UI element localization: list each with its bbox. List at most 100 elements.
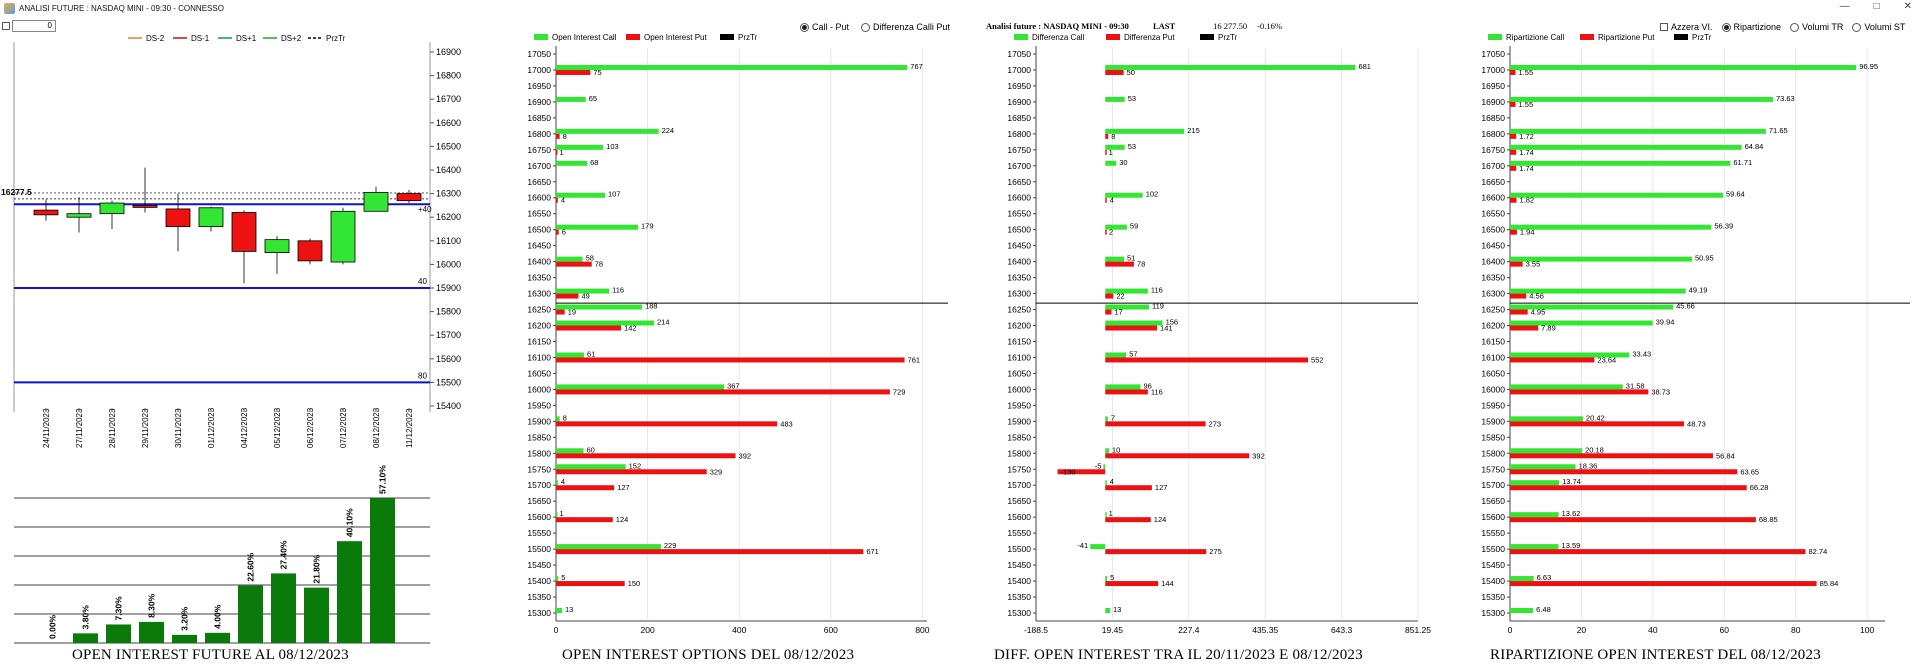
hbar-category-label: 15650 bbox=[1007, 496, 1031, 506]
hbar-call bbox=[556, 544, 661, 550]
hbar-legend-pzt-label: PrzTr bbox=[1692, 33, 1712, 42]
hbar-category-label: 17000 bbox=[527, 65, 551, 75]
hbar-put-value: 144 bbox=[1161, 579, 1174, 588]
hbar-category-label: 16900 bbox=[1007, 97, 1031, 107]
hbar-call-value: 102 bbox=[1146, 190, 1159, 199]
radio-differenza[interactable]: Differenza Calli Put bbox=[861, 22, 950, 32]
oi-future-bar-label: 22.60% bbox=[246, 552, 256, 581]
level-label: +40 bbox=[418, 205, 432, 214]
hbar-put bbox=[1105, 357, 1309, 363]
candle-date-label: 11/12/2023 bbox=[405, 408, 414, 448]
hbar-put-value: 1.94 bbox=[1520, 228, 1535, 237]
hbar-call-value: 65 bbox=[589, 94, 597, 103]
hbar-call bbox=[1105, 144, 1125, 150]
close-icon[interactable]: ✕ bbox=[1903, 1, 1912, 12]
candle-body bbox=[396, 193, 422, 202]
hbar-put-value: 66.28 bbox=[1750, 483, 1769, 492]
hbar-call-value: 215 bbox=[1187, 126, 1200, 135]
checkbox-azzera[interactable]: Azzera VI. bbox=[1660, 22, 1713, 32]
oi-future-bar bbox=[271, 573, 296, 643]
hbar-legend-put-label: Open Interest Put bbox=[644, 33, 707, 42]
hbar-put bbox=[1105, 229, 1107, 235]
hbar-put-value: 75 bbox=[593, 68, 601, 77]
hbar-call bbox=[1105, 320, 1163, 326]
hbar-category-label: 16550 bbox=[1481, 209, 1505, 219]
candle-date-label: 08/12/2023 bbox=[372, 407, 381, 448]
toggle-checkbox[interactable] bbox=[2, 22, 10, 30]
hbar-category-label: 16500 bbox=[1007, 225, 1031, 235]
hbar-category-label: 15650 bbox=[527, 496, 551, 506]
panel2-title: OPEN INTEREST OPTIONS DEL 08/12/2023 bbox=[562, 647, 855, 663]
candle-date-label: 28/11/2023 bbox=[108, 408, 117, 448]
offset-input[interactable]: 0 bbox=[12, 20, 56, 32]
hbar-put bbox=[1105, 517, 1151, 523]
hbar-call-value: 188 bbox=[645, 302, 658, 311]
hbar-category-label: 15700 bbox=[527, 480, 551, 490]
hbar-call bbox=[1105, 384, 1141, 390]
hbar-put-value: 48.73 bbox=[1687, 419, 1706, 428]
hbar-put-value: 49 bbox=[581, 292, 589, 301]
radio-dot-icon bbox=[1852, 22, 1862, 32]
hbar-put bbox=[1105, 309, 1112, 315]
hbar-legend-call-swatch bbox=[534, 34, 548, 40]
hbar-put-value: 1 bbox=[1109, 148, 1113, 157]
oi-future-bar bbox=[73, 633, 98, 643]
minimize-icon[interactable]: — bbox=[1839, 1, 1850, 12]
hbar-category-label: 15400 bbox=[1007, 576, 1031, 586]
hbar-call bbox=[1105, 304, 1149, 310]
panel3-title: DIFF. OPEN INTEREST TRA IL 20/11/2023 E … bbox=[994, 647, 1363, 663]
candle-body bbox=[297, 240, 323, 262]
hbar-category-label: 17000 bbox=[1007, 65, 1031, 75]
maximize-icon[interactable]: □ bbox=[1873, 1, 1880, 12]
candle-legend-1-label: DS-1 bbox=[191, 34, 210, 43]
hbar-call-value: 7 bbox=[1111, 413, 1115, 422]
hbar-xtick-label: 80 bbox=[1791, 625, 1801, 635]
hbar-put-value: 4 bbox=[1110, 196, 1114, 205]
hbar-category-label: 16200 bbox=[527, 321, 551, 331]
hbar-call-value: 58 bbox=[586, 254, 594, 263]
hbar-put-value: 2 bbox=[1109, 228, 1113, 237]
hbar-call bbox=[1105, 416, 1108, 422]
hbar-legend-call-label: Ripartizione Call bbox=[1506, 33, 1564, 42]
candle-date-label: 29/11/2023 bbox=[141, 408, 150, 448]
hbar-put bbox=[1105, 485, 1152, 491]
hbar-call bbox=[1510, 384, 1623, 390]
hbar-put bbox=[1105, 325, 1158, 331]
hbar-category-label: 15350 bbox=[1481, 592, 1505, 602]
panel4-title: RIPARTIZIONE OPEN INTEREST DEL 08/12/202… bbox=[1490, 647, 1821, 663]
candle-date-label: 04/12/2023 bbox=[240, 407, 249, 448]
hbar-category-label: 16550 bbox=[1007, 209, 1031, 219]
hbar-call-value: 60 bbox=[586, 445, 594, 454]
hbar-category-label: 16600 bbox=[1481, 193, 1505, 203]
hbar-call-value: 30 bbox=[1119, 158, 1127, 167]
hbar-call bbox=[1105, 64, 1356, 70]
candle-ytick-label: 16700 bbox=[436, 94, 461, 104]
hbar-call-value: 64.84 bbox=[1745, 142, 1764, 151]
level-label: 40 bbox=[418, 277, 427, 286]
radio-volumi-st[interactable]: Volumi ST bbox=[1852, 22, 1905, 32]
radio-call-put[interactable]: Call - Put bbox=[800, 22, 849, 32]
hbar-category-label: 16950 bbox=[527, 81, 551, 91]
hbar-legend-pzt-label: PrzTr bbox=[1218, 33, 1238, 42]
radio-volumi-tr[interactable]: Volumi TR bbox=[1790, 22, 1843, 32]
hbar-call bbox=[556, 512, 558, 518]
candle-ytick-label: 16900 bbox=[436, 47, 461, 57]
hbar-call-value: 49.19 bbox=[1689, 286, 1708, 295]
hbar-put-value: 78 bbox=[1137, 260, 1145, 269]
hbar-put-value: 1.74 bbox=[1519, 148, 1534, 157]
hbar-category-label: 16350 bbox=[1007, 273, 1031, 283]
radio-ripartizione[interactable]: Ripartizione bbox=[1721, 22, 1781, 32]
hbar-put bbox=[1510, 325, 1539, 331]
hbar-category-label: 15450 bbox=[1481, 560, 1505, 570]
oi-future-bar-label: 21.80% bbox=[312, 554, 322, 583]
hbar-call-value: 5 bbox=[561, 573, 565, 582]
hbar-call bbox=[556, 256, 583, 262]
hbar-put bbox=[556, 69, 591, 75]
hbar-category-label: 16000 bbox=[1007, 384, 1031, 394]
hbar-call-value: 68 bbox=[590, 158, 598, 167]
price-label: 16277.5 bbox=[1, 187, 32, 197]
oi-future-bar-label: 8.30% bbox=[147, 593, 157, 618]
hbar-call-value: 45.66 bbox=[1676, 302, 1695, 311]
hbar-call-value: 179 bbox=[641, 222, 654, 231]
hbar-category-label: 16250 bbox=[1007, 305, 1031, 315]
